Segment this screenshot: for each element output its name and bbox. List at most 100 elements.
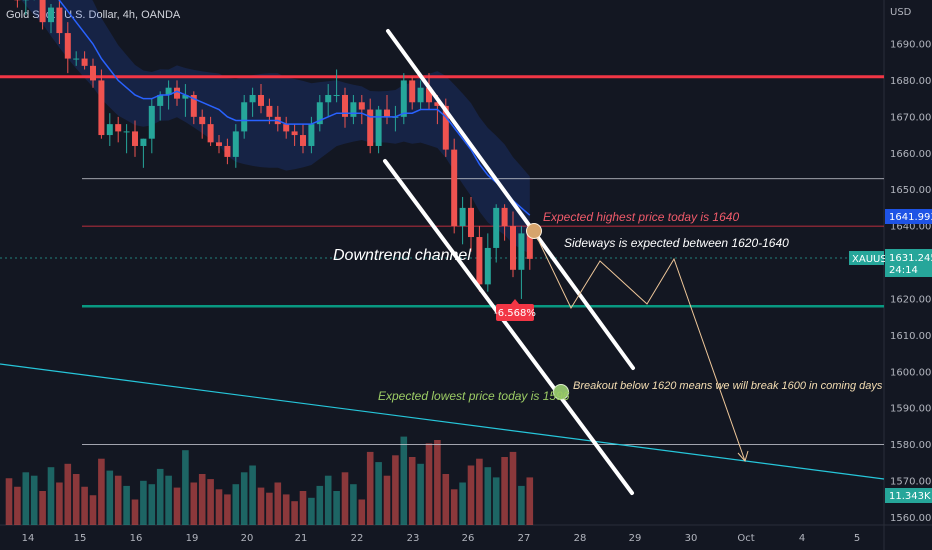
price-tick-label: 1650.00 <box>890 185 931 196</box>
candle-bull <box>249 94 256 103</box>
candle-bear <box>224 145 231 157</box>
candle-bull <box>182 94 189 99</box>
volume-bar <box>333 491 340 525</box>
percent-change-text: -6.568% <box>494 308 536 319</box>
candle-bull <box>316 102 323 125</box>
marked-high-tag <box>885 209 932 224</box>
volume-bar <box>324 475 332 525</box>
volume-bar <box>299 491 307 525</box>
candle-bear <box>300 135 306 146</box>
volume-bar <box>114 475 122 525</box>
volume-bar <box>198 474 206 525</box>
candle-bear <box>384 109 390 117</box>
candle-bull <box>140 138 147 146</box>
candle-bull <box>165 87 172 95</box>
marked-high-price: 1641.993 <box>889 212 932 223</box>
price-tick-label: 1590.00 <box>890 404 931 415</box>
percent-change-badge <box>496 304 534 321</box>
time-tick-label: 26 <box>462 533 475 544</box>
price-tick-label: 1640.00 <box>890 222 931 233</box>
time-tick-label: 14 <box>22 533 35 544</box>
volume-value: 11.343K <box>889 491 931 502</box>
time-tick-label: 5 <box>854 533 860 544</box>
volume-bar <box>123 485 130 525</box>
volume-bar <box>383 475 391 525</box>
forecast-arrow-icon <box>737 450 749 463</box>
envelope-fill <box>21 0 530 254</box>
volume-bar <box>316 485 324 525</box>
volume-bar <box>5 478 13 525</box>
volume-bar <box>341 472 349 525</box>
candle-bull <box>417 87 424 103</box>
volume-bar <box>257 487 265 525</box>
volume-bar <box>291 501 298 525</box>
last-price-tag <box>885 249 932 277</box>
candle-bull <box>157 94 164 106</box>
candle-bear <box>90 65 96 81</box>
volume-bar <box>350 484 357 525</box>
candle-bull <box>484 247 491 285</box>
candle-bull <box>106 124 113 136</box>
candle-bear <box>283 124 290 132</box>
time-tick-label: 30 <box>685 533 698 544</box>
symbol-tag <box>849 251 884 265</box>
volume-bar <box>156 468 164 525</box>
volume-bar <box>400 436 408 525</box>
time-tick-label: 19 <box>186 533 199 544</box>
candle-bear <box>291 131 298 136</box>
volume-bar <box>98 458 105 525</box>
candle-bear <box>199 116 206 125</box>
volume-bar <box>526 477 534 525</box>
candle-bear <box>132 131 138 146</box>
volume-bar <box>249 465 256 525</box>
candle-bear <box>442 105 449 150</box>
volume-bar <box>501 457 508 525</box>
volume-bar <box>106 470 114 525</box>
badge-pointer-icon <box>511 299 519 304</box>
downtrend-label: Downtrend channel <box>333 247 471 264</box>
candle-bear <box>115 124 122 132</box>
time-tick-label: 15 <box>74 533 87 544</box>
channel-lower-line[interactable] <box>383 159 634 495</box>
volume-bar <box>140 480 147 525</box>
candle-bear <box>434 102 441 106</box>
long-trendline[interactable] <box>0 363 885 480</box>
channel-upper-line[interactable] <box>386 29 635 370</box>
volume-bar <box>467 465 475 525</box>
volume-bar <box>240 472 248 525</box>
expected-high-marker[interactable] <box>526 223 542 239</box>
candle-bear <box>174 87 180 99</box>
expected-low-label: Expected lowest price today is 1596 <box>378 389 570 403</box>
volume-bar <box>484 467 492 525</box>
time-axis[interactable]: 14 15 16 19 20 21 22 23 26 27 28 29 30 Oct 4 5 <box>22 533 861 544</box>
volume-bar <box>450 489 458 525</box>
price-tick-label: 1690.00 <box>890 40 931 51</box>
moving-average-line <box>58 0 531 216</box>
volume-bar <box>459 482 466 525</box>
time-tick-label: 16 <box>130 533 143 544</box>
volume-bar <box>425 443 433 525</box>
expected-low-marker[interactable] <box>553 384 569 400</box>
candle-bull <box>325 94 332 103</box>
volume-bar <box>282 494 290 525</box>
candle-bear <box>501 207 508 227</box>
time-tick-label: 22 <box>351 533 364 544</box>
time-tick-label: 20 <box>241 533 254 544</box>
candle-bear <box>451 149 458 227</box>
forecast-path[interactable] <box>533 230 746 462</box>
currency-label: USD <box>890 7 912 18</box>
volume-tag <box>885 488 932 503</box>
last-price: 1631.245 <box>889 253 932 264</box>
sideways-label: Sideways is expected between 1620-1640 <box>564 236 789 250</box>
price-tick-label: 1680.00 <box>890 76 931 87</box>
candle-bear <box>98 80 105 136</box>
volume-bar <box>434 440 441 525</box>
volume-bar <box>476 458 483 525</box>
volume-bar <box>366 451 374 525</box>
candle-bull <box>48 7 54 23</box>
price-tick-label: 1560.00 <box>890 513 931 524</box>
candle-bear <box>526 233 533 259</box>
candle-bear <box>190 94 197 117</box>
candle-bear <box>426 87 432 103</box>
